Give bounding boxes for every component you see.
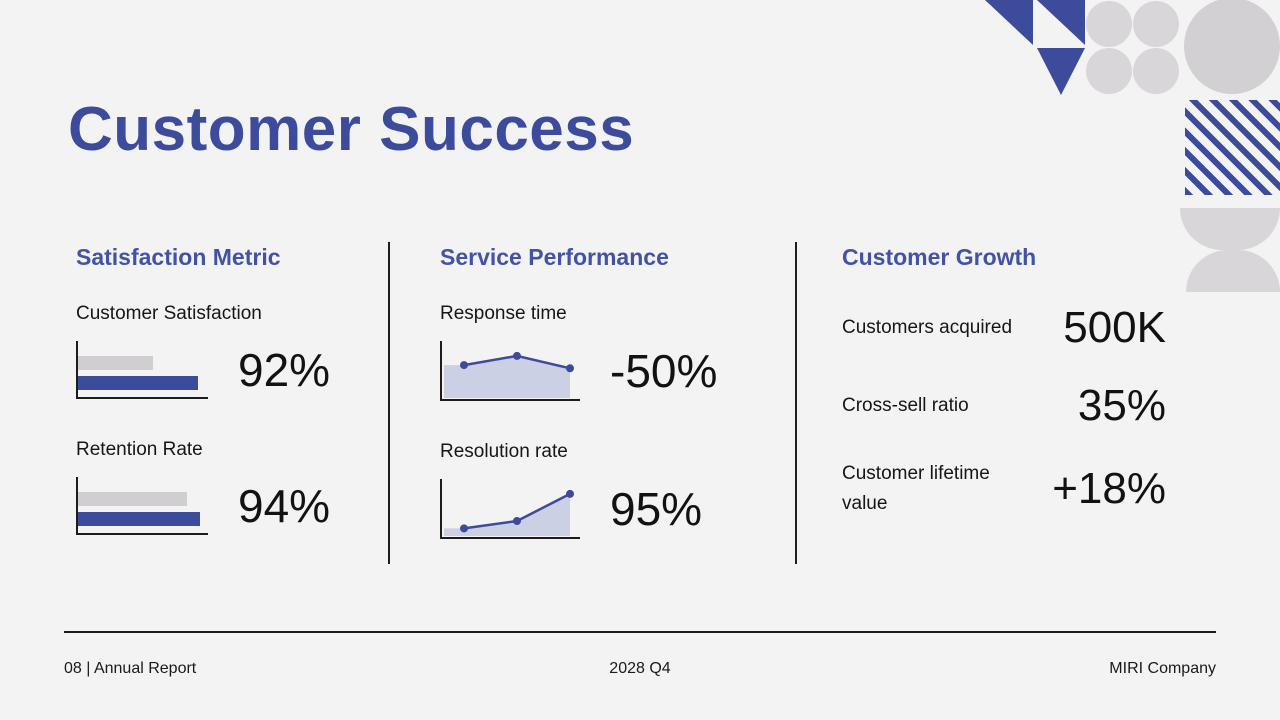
column-heading: Customer Growth — [842, 244, 1037, 270]
bar-segment — [78, 376, 198, 390]
page-title: Customer Success — [68, 95, 635, 164]
footer: 08 | Annual Report 2028 Q4 MIRI Company — [64, 660, 1216, 678]
metric-value: 35% — [1077, 381, 1166, 430]
metric-value: 92% — [238, 344, 331, 396]
growth-row: Customer lifetime value +18% — [842, 459, 1166, 520]
semicircle-decoration-icon — [1186, 250, 1280, 292]
growth-row: Cross-sell ratio 35% — [842, 381, 1166, 431]
metric-chart-row: -50% — [440, 341, 770, 401]
metric-value: -50% — [610, 345, 718, 397]
clover-decoration-icon — [1086, 1, 1179, 94]
metric-label: Customers acquired — [842, 316, 1013, 338]
bar-segment — [78, 492, 188, 506]
triangles-decoration-icon — [985, 0, 1085, 95]
column-customer-growth: Customer Growth Customers acquired 500K … — [842, 244, 1166, 520]
column-satisfaction-metric: Satisfaction Metric Customer Satisfactio… — [76, 244, 364, 575]
metric-label: Customer lifetime value — [842, 463, 990, 515]
column-heading: Satisfaction Metric — [76, 244, 281, 270]
metric-chart-row: 94% — [76, 477, 364, 535]
metric-label: Resolution rate — [440, 441, 568, 462]
column-service-performance: Service Performance Response time -50% R… — [440, 244, 770, 579]
growth-rows: Customers acquired 500K Cross-sell ratio… — [842, 303, 1166, 520]
metric-label: Customer Satisfaction — [76, 303, 262, 324]
line-chart-response-time — [440, 341, 580, 401]
bar-chart-retention-rate — [76, 477, 208, 535]
metric-value: 94% — [238, 480, 331, 532]
footer-divider — [64, 631, 1216, 633]
metric-value: 95% — [610, 483, 703, 535]
metric-value: +18% — [1052, 464, 1166, 514]
column-heading: Service Performance — [440, 244, 669, 270]
metric-chart-row: 95% — [440, 479, 770, 539]
circle-decoration-icon — [1184, 0, 1280, 94]
metric-value: 500K — [1063, 303, 1166, 352]
bar-chart-customer-satisfaction — [76, 341, 208, 399]
bar-segment — [78, 356, 154, 370]
line-chart-resolution-rate — [440, 479, 580, 539]
footer-company-label: MIRI Company — [1109, 660, 1216, 677]
metric-label: Retention Rate — [76, 439, 203, 460]
semicircle-decoration-icon — [1180, 208, 1280, 250]
footer-quarter-label: 2028 Q4 — [609, 660, 671, 677]
growth-row: Customers acquired 500K — [842, 303, 1166, 353]
footer-page-label: 08 | Annual Report — [64, 660, 197, 677]
metric-label: Cross-sell ratio — [842, 394, 969, 416]
metric-chart-row: 92% — [76, 341, 364, 399]
metric-label: Response time — [440, 303, 567, 324]
bar-segment — [78, 512, 201, 526]
column-divider — [388, 242, 390, 564]
diagonal-stripes-decoration-icon — [1185, 100, 1280, 195]
column-divider — [795, 242, 797, 564]
